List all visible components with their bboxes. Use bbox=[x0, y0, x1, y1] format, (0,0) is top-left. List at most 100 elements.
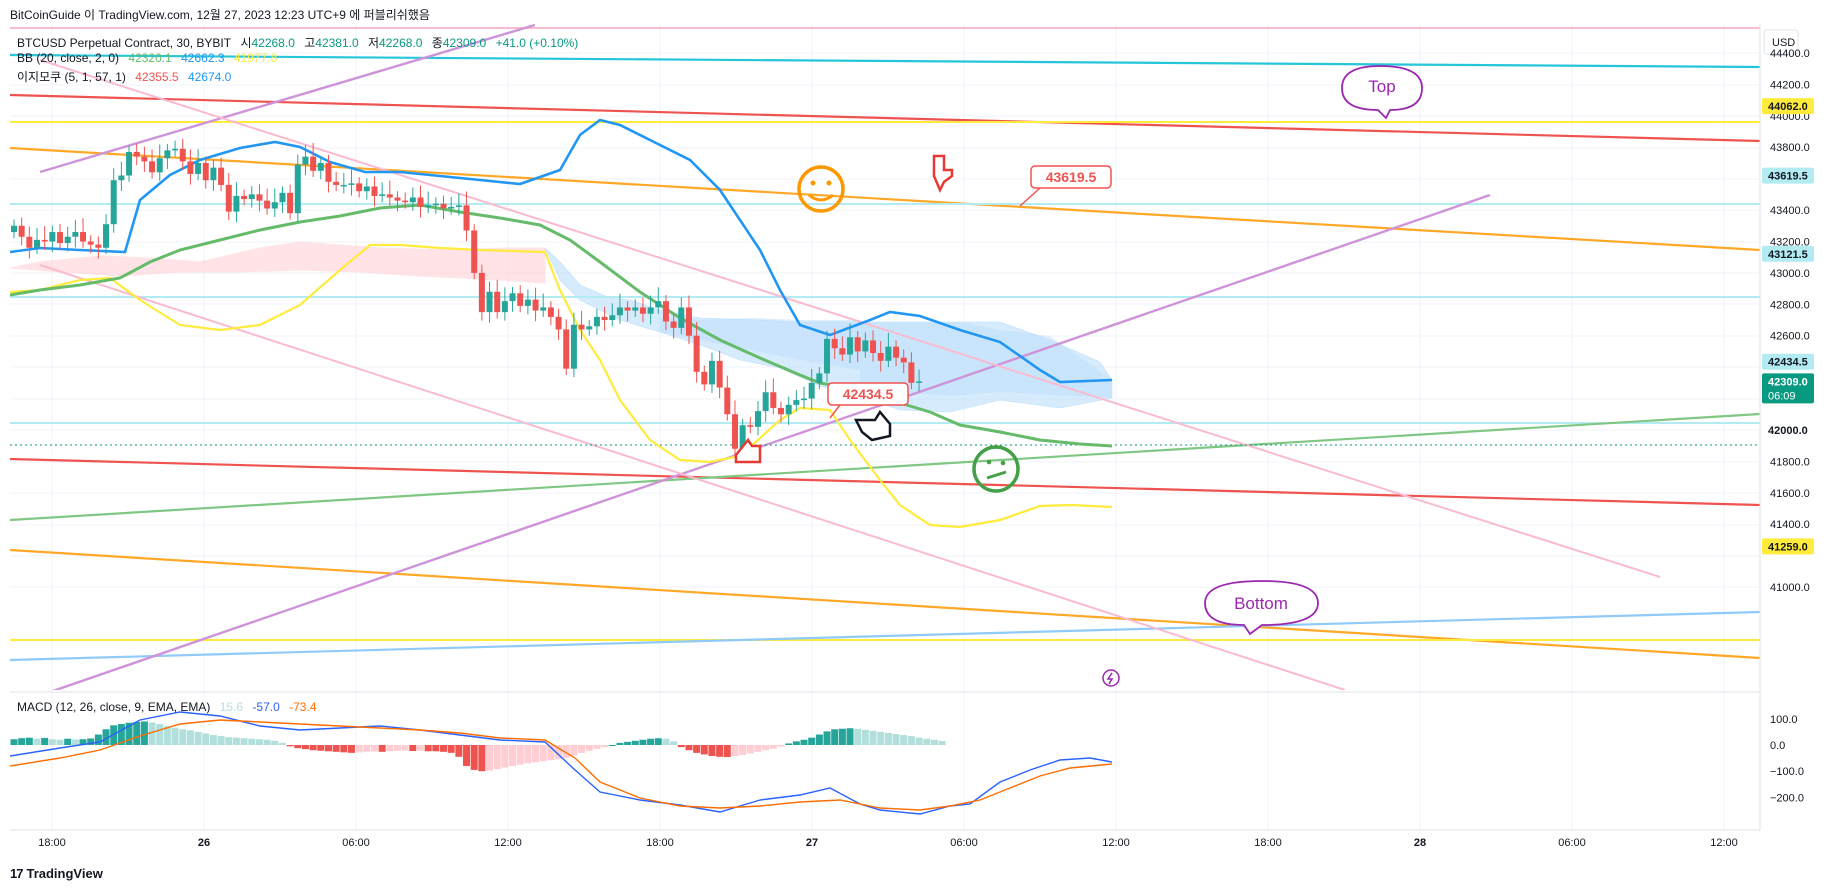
macd-bar-12 bbox=[102, 729, 110, 745]
time-label-10: 06:00 bbox=[1558, 837, 1586, 849]
candle-body-111 bbox=[862, 340, 869, 352]
bb-upper: 42662.3 bbox=[181, 51, 225, 65]
time-label-3: 12:00 bbox=[494, 837, 522, 849]
trend-purple-rising bbox=[52, 193, 1491, 690]
candle-body-82 bbox=[639, 307, 646, 314]
trend-blue-bottom bbox=[10, 610, 1760, 662]
bb-legend[interactable]: BB (20, close, 2, 0) 42320.1 42662.3 419… bbox=[17, 51, 283, 65]
macd-bar-79 bbox=[616, 742, 624, 745]
macd-bar-110 bbox=[854, 728, 862, 745]
candle-body-38 bbox=[302, 156, 309, 165]
macd-bar-46 bbox=[363, 745, 371, 752]
symbol-legend[interactable]: BTCUSD Perpetual Contract, 30, BYBIT 시42… bbox=[17, 34, 584, 51]
candle-body-94 bbox=[731, 414, 738, 449]
time-axis[interactable]: 18:00 26 06:00 12:00 18:00 27 06:00 12:00 18:00 2… bbox=[10, 829, 1760, 849]
macd-tick-0: 100.0 bbox=[1770, 714, 1798, 726]
lightning-bolt bbox=[1106, 672, 1114, 685]
macd-bar-97 bbox=[754, 745, 762, 752]
candle-body-25 bbox=[202, 162, 209, 181]
tradingview-brand[interactable]: 17 TradingView bbox=[10, 866, 103, 881]
candle-body-0 bbox=[11, 225, 17, 233]
macd-bar-11 bbox=[94, 734, 102, 745]
candle-body-76 bbox=[593, 316, 600, 327]
candle-body-26 bbox=[210, 167, 217, 181]
candle-body-41 bbox=[325, 162, 332, 182]
candle-body-2 bbox=[26, 236, 33, 248]
macd-bar-55 bbox=[432, 745, 440, 752]
price-label-box-1 bbox=[1030, 165, 1112, 189]
candle-body-108 bbox=[839, 348, 846, 355]
candle-body-109 bbox=[847, 337, 854, 355]
price-badge-text-2: 43121.5 bbox=[1768, 249, 1808, 261]
candle-body-98 bbox=[762, 392, 769, 412]
price-axis[interactable]: USD44400.044200.044000.043800.043400.043… bbox=[1759, 24, 1814, 830]
price-badge-3 bbox=[1762, 353, 1814, 370]
macd-bar-88 bbox=[685, 745, 693, 751]
candle-body-69 bbox=[540, 307, 547, 311]
macd-bar-78 bbox=[608, 745, 616, 746]
price-badge-5 bbox=[1762, 421, 1814, 438]
macd-bar-36 bbox=[286, 745, 294, 747]
ichimoku-legend[interactable]: 이지모쿠 (5, 1, 57, 1) 42355.5 42674.0 bbox=[17, 68, 237, 85]
candle-body-97 bbox=[754, 411, 761, 427]
price-tick-5: 43200.0 bbox=[1770, 236, 1810, 248]
macd-bar-83 bbox=[647, 738, 655, 745]
macd-bar-4 bbox=[41, 737, 49, 745]
price-badge-sub-4: 06:09 bbox=[1768, 390, 1796, 402]
candle-body-39 bbox=[310, 156, 317, 171]
macd-bar-101 bbox=[785, 743, 793, 745]
macd-bar-0 bbox=[10, 739, 18, 745]
price-badge-text-0: 44062.0 bbox=[1768, 101, 1808, 113]
macd-bar-51 bbox=[401, 745, 409, 751]
macd-bar-67 bbox=[524, 745, 532, 764]
top-callout-text: Top bbox=[1368, 77, 1395, 96]
price-badge-6 bbox=[1762, 538, 1814, 555]
macd-bar-17 bbox=[140, 721, 148, 745]
macd-bar-8 bbox=[71, 739, 79, 745]
candle-body-46 bbox=[363, 186, 370, 192]
candle-body-14 bbox=[118, 175, 125, 181]
macd-bar-75 bbox=[585, 745, 593, 751]
macd-legend[interactable]: MACD (12, 26, close, 9, EMA, EMA) 15.6 -… bbox=[17, 700, 323, 714]
ohlc-open: 42268.0 bbox=[251, 36, 295, 50]
price-badge-text-3: 42434.5 bbox=[1768, 357, 1808, 369]
candle-body-32 bbox=[256, 194, 263, 201]
candle-body-10 bbox=[87, 241, 94, 245]
candle-body-15 bbox=[126, 151, 133, 176]
trend-green-rising bbox=[10, 412, 1760, 522]
macd-bar-98 bbox=[762, 745, 770, 751]
trend-red-upper bbox=[10, 93, 1760, 143]
candle-body-71 bbox=[555, 316, 562, 330]
candle-body-101 bbox=[785, 404, 792, 415]
macd-hist-value: 15.6 bbox=[219, 700, 244, 714]
smiley-eye-left bbox=[810, 180, 816, 186]
price-tick-10: 41600.0 bbox=[1770, 488, 1810, 500]
macd-bar-91 bbox=[708, 745, 716, 757]
macd-bar-104 bbox=[808, 737, 816, 745]
ichimoku-value-b: 42674.0 bbox=[187, 70, 232, 84]
macd-tick-1: 0.0 bbox=[1770, 740, 1785, 752]
ohlc-close-label: 종 bbox=[431, 36, 443, 50]
currency-box bbox=[1763, 29, 1799, 55]
macd-bar-32 bbox=[255, 739, 263, 745]
macd-line-value: -57.0 bbox=[252, 700, 280, 714]
ohlc-high: 42381.0 bbox=[315, 36, 359, 50]
price-tick-11: 41400.0 bbox=[1770, 519, 1810, 531]
macd-axis: 100.0 0.0 −100.0 −200.0 bbox=[1770, 714, 1804, 805]
candle-body-107 bbox=[831, 338, 838, 349]
ohlc-low: 42268.0 bbox=[379, 36, 423, 50]
price-label-pointer-1 bbox=[1019, 187, 1041, 207]
candle-body-96 bbox=[747, 425, 754, 427]
macd-bar-61 bbox=[478, 745, 486, 772]
price-tick-6: 43000.0 bbox=[1770, 268, 1810, 280]
candle-body-77 bbox=[601, 316, 608, 320]
candle-body-7 bbox=[64, 236, 71, 244]
macd-bar-31 bbox=[248, 738, 256, 745]
macd-bar-50 bbox=[394, 745, 401, 751]
time-label-2: 06:00 bbox=[342, 837, 370, 849]
ohlc-low-label: 저 bbox=[368, 36, 380, 50]
macd-bar-29 bbox=[232, 737, 240, 745]
confused-eye-right bbox=[1000, 460, 1006, 466]
price-tick-0: 44400.0 bbox=[1770, 48, 1810, 60]
